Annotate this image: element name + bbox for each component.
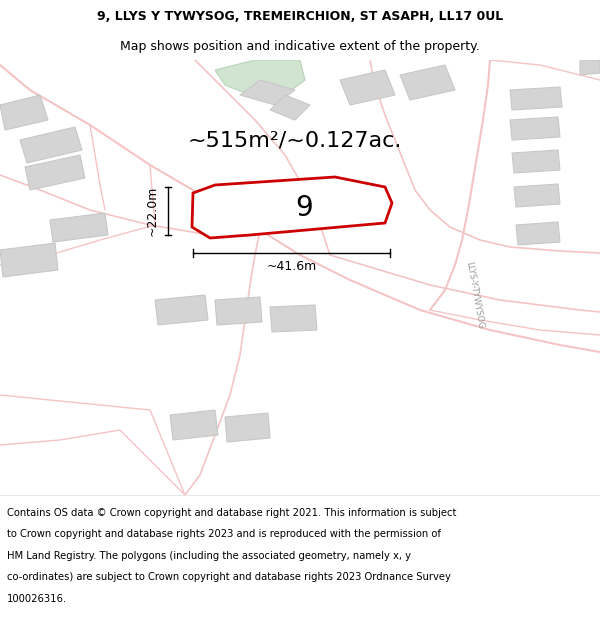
Polygon shape [215,297,262,325]
Polygon shape [155,295,208,325]
Polygon shape [580,60,600,75]
Polygon shape [514,184,560,207]
Polygon shape [20,127,82,163]
Text: Map shows position and indicative extent of the property.: Map shows position and indicative extent… [120,40,480,53]
Polygon shape [225,413,270,442]
Polygon shape [510,117,560,140]
Polygon shape [25,155,85,190]
Polygon shape [510,87,562,110]
Polygon shape [512,150,560,173]
Text: ~515m²/~0.127ac.: ~515m²/~0.127ac. [188,130,402,150]
Polygon shape [192,177,392,238]
Polygon shape [0,243,58,277]
Polygon shape [400,65,455,100]
Text: HM Land Registry. The polygons (including the associated geometry, namely x, y: HM Land Registry. The polygons (includin… [7,551,411,561]
Polygon shape [170,410,218,440]
Polygon shape [0,95,48,130]
Text: to Crown copyright and database rights 2023 and is reproduced with the permissio: to Crown copyright and database rights 2… [7,529,441,539]
Polygon shape [50,213,108,242]
Polygon shape [516,222,560,245]
Text: 100026316.: 100026316. [7,594,67,604]
Text: LLYS-Y-TYWYSOG: LLYS-Y-TYWYSOG [464,261,485,329]
Polygon shape [270,305,317,332]
Polygon shape [270,95,310,120]
Text: 9: 9 [295,194,313,221]
Text: Contains OS data © Crown copyright and database right 2021. This information is : Contains OS data © Crown copyright and d… [7,508,457,518]
Text: 9, LLYS Y TYWYSOG, TREMEIRCHION, ST ASAPH, LL17 0UL: 9, LLYS Y TYWYSOG, TREMEIRCHION, ST ASAP… [97,10,503,23]
Polygon shape [240,80,295,105]
Polygon shape [215,60,305,95]
Text: co-ordinates) are subject to Crown copyright and database rights 2023 Ordnance S: co-ordinates) are subject to Crown copyr… [7,572,451,582]
Text: ~41.6m: ~41.6m [266,261,317,274]
Polygon shape [340,70,395,105]
Text: ~22.0m: ~22.0m [146,186,158,236]
